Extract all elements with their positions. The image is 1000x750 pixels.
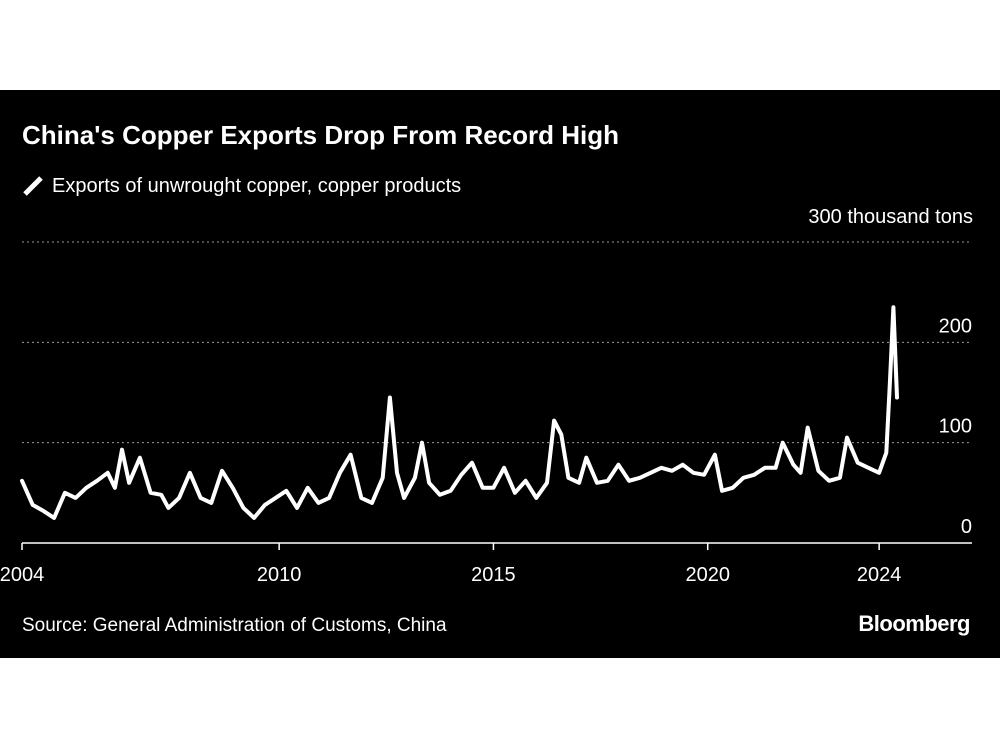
series-line: [20, 305, 899, 520]
legend-line-icon: [23, 176, 43, 196]
x-tick-label: 2015: [471, 564, 516, 586]
x-tick-label: 2010: [257, 564, 302, 586]
y-axis-unit-label: 300 thousand tons: [808, 206, 973, 228]
y-tick-label: 200: [939, 315, 972, 337]
gridlines: [22, 241, 972, 444]
source-note: Source: General Administration of Custom…: [22, 615, 447, 636]
x-tick-label: 2004: [0, 564, 44, 586]
line-chart: 0 100 200 2004 2010 2015 2020 2024: [0, 241, 972, 586]
legend: Exports of unwrought copper, copper prod…: [22, 174, 461, 198]
bloomberg-logo: Bloomberg: [858, 611, 970, 636]
y-axis-labels: 0 100 200: [939, 315, 972, 538]
series-lines: [20, 305, 899, 520]
x-tick-label: 2020: [685, 564, 730, 586]
chart-title: China's Copper Exports Drop From Record …: [22, 120, 620, 150]
legend-label: Exports of unwrought copper, copper prod…: [52, 174, 462, 197]
y-tick-label: 0: [961, 516, 972, 538]
chart-panel: China's Copper Exports Drop From Record …: [0, 90, 1000, 658]
x-tick-label: 2024: [857, 564, 902, 586]
y-tick-label: 100: [939, 416, 972, 438]
x-axis: 2004 2010 2015 2020 2024: [0, 542, 972, 586]
